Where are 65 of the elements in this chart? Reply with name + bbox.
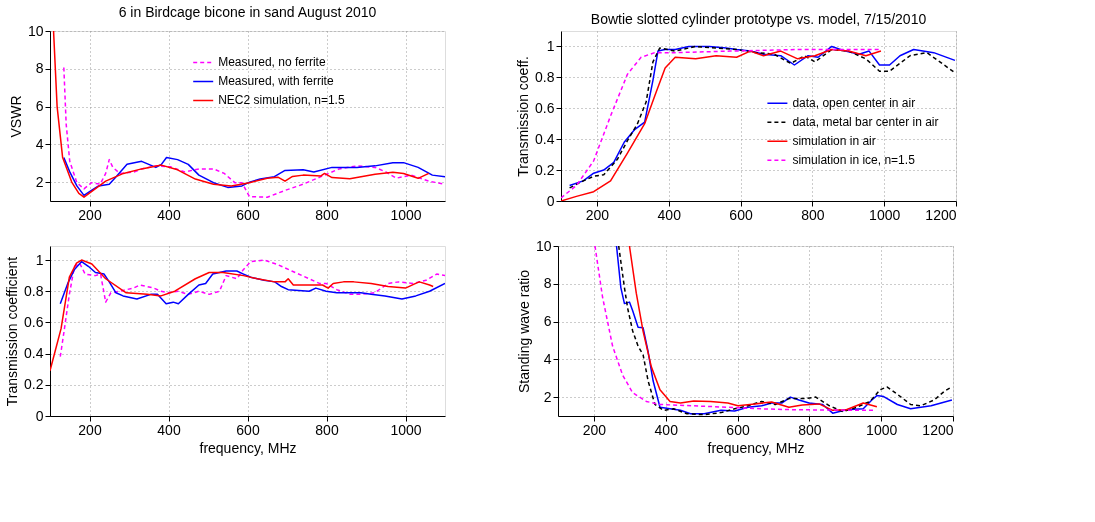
line-series [59, 260, 445, 305]
legend-label: data, open center in air [792, 96, 916, 111]
y-tick-label: 0.4 [24, 345, 44, 362]
x-tick-label: 400 [657, 206, 682, 223]
legend-label: NEC2 simulation, n=1.5 [218, 93, 345, 108]
y-tick-label: 10 [27, 22, 44, 39]
y-tick-label: 0 [546, 192, 555, 209]
x-tick-label: 600 [726, 421, 750, 438]
chart-title: 6 in Birdcage bicone in sand August 2010 [118, 4, 377, 20]
x-tick-label: 400 [157, 421, 181, 438]
y-tick-label: 4 [543, 350, 552, 367]
x-tick-label: 800 [798, 421, 822, 438]
legend-label: simulation in ice, n=1.5 [792, 153, 916, 168]
x-tick-label: 1000 [390, 206, 422, 223]
y-tick-label: 0 [35, 407, 44, 424]
line-series [50, 259, 434, 372]
y-tick-label: 10 [535, 237, 552, 254]
line-series [52, 31, 430, 198]
legend-label: simulation in air [792, 134, 876, 149]
x-tick-label: 200 [78, 421, 102, 438]
y-tick-label: 1 [546, 37, 555, 54]
legend-label: data, metal bar center in air [792, 115, 939, 130]
y-tick-label: 0.8 [535, 68, 555, 85]
x-tick-label: 1000 [390, 421, 422, 438]
y-tick-label: 0.8 [24, 282, 44, 299]
y-tick-label: 2 [35, 173, 44, 190]
x-tick-label: 600 [236, 206, 260, 223]
y-tick-label: 4 [35, 135, 44, 152]
x-tick-label: 600 [236, 421, 260, 438]
x-tick-label: 1000 [866, 421, 898, 438]
y-axis-title: Transmission coefficient [4, 256, 21, 407]
legend-label: Measured, with ferrite [218, 74, 334, 89]
chart-title: Bowtie slotted cylinder prototype vs. model, 7/15/2010 [590, 11, 927, 27]
y-tick-label: 0.6 [24, 313, 44, 330]
x-tick-label: 200 [585, 206, 610, 223]
y-axis-title: Standing wave ratio [515, 269, 532, 393]
x-tick-label: 1000 [869, 206, 901, 223]
x-tick-label: 400 [654, 421, 679, 438]
x-tick-label: 200 [582, 421, 607, 438]
x-tick-label: 600 [729, 206, 753, 223]
x-tick-label: 800 [315, 421, 339, 438]
y-tick-label: 1 [35, 251, 44, 268]
line-series [59, 259, 445, 358]
x-tick-label: 1200 [925, 206, 957, 223]
x-tick-label: 800 [315, 206, 339, 223]
y-tick-label: 6 [543, 313, 552, 330]
y-tick-label: 2 [543, 388, 552, 405]
x-axis-title: frequency, MHz [707, 439, 805, 456]
y-tick-label: 0.2 [535, 161, 555, 178]
y-tick-label: 6 [35, 98, 44, 115]
x-tick-label: 800 [801, 206, 825, 223]
x-tick-label: 1200 [922, 421, 954, 438]
x-tick-label: 200 [78, 206, 102, 223]
y-tick-label: 8 [35, 60, 44, 77]
line-series [63, 66, 445, 198]
line-series [63, 156, 445, 197]
x-tick-label: 400 [157, 206, 181, 223]
y-tick-label: 0.4 [535, 130, 555, 147]
y-axis-title: Transmission coeff. [515, 56, 532, 177]
y-tick-label: 0.6 [535, 99, 555, 116]
y-axis-title: VSWR [7, 95, 24, 138]
x-axis-title: frequency, MHz [199, 439, 297, 456]
legend-label: Measured, no ferrite [218, 55, 326, 70]
y-tick-label: 8 [543, 275, 552, 292]
y-tick-label: 0.2 [24, 376, 44, 393]
